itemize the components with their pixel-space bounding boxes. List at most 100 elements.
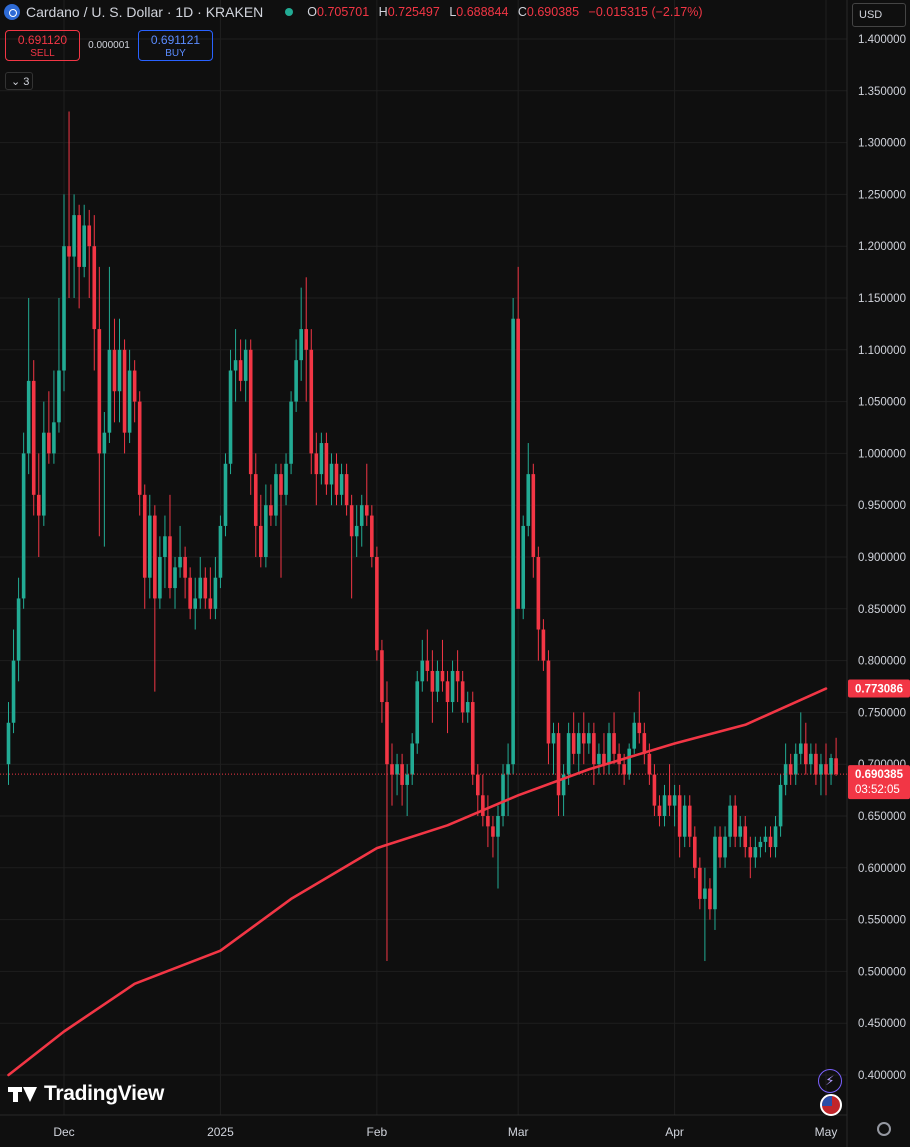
price-tick-label: 0.550000 [858, 915, 906, 927]
sell-button[interactable]: 0.691120 SELL [5, 30, 80, 61]
time-tick-label: Apr [665, 1125, 684, 1139]
candle-body [203, 577, 208, 599]
candle-body [264, 505, 268, 557]
candle-body [592, 733, 596, 765]
candle-body [672, 795, 677, 806]
candle-body [223, 463, 228, 526]
time-tick-label: May [815, 1125, 838, 1139]
candle-body [763, 836, 768, 842]
candle-body [526, 474, 531, 526]
candle-body [718, 836, 722, 858]
candle-body [284, 463, 288, 495]
candle-body [435, 670, 440, 692]
symbol-title[interactable]: Cardano / U. S. Dollar · 1D · KRAKEN [26, 4, 264, 20]
candle-body [415, 681, 420, 744]
candle-body [52, 422, 56, 454]
candle-body [344, 474, 349, 506]
candle-body [501, 774, 505, 816]
indicators-toggle[interactable]: ⌄ 3 [5, 72, 33, 90]
candle-body [62, 246, 66, 371]
candle-body [299, 329, 303, 361]
candle-body [57, 370, 61, 423]
candle-body [622, 764, 626, 775]
candle-body [102, 432, 107, 454]
candle-body [339, 474, 344, 495]
price-tick-label: 1.150000 [858, 293, 906, 305]
spark-icon[interactable]: ⚡ [818, 1069, 842, 1093]
candle-body [460, 681, 465, 713]
candle-body [793, 753, 798, 775]
candle-body [42, 432, 46, 516]
candle-body [122, 349, 127, 433]
candle-body [642, 733, 647, 754]
us-flag-icon[interactable] [820, 1094, 842, 1116]
tradingview-logo[interactable]: TradingView [8, 1082, 164, 1106]
candle-body [667, 795, 672, 806]
candle-body [233, 360, 238, 371]
currency-selector[interactable]: USD [852, 3, 906, 27]
candle-body [546, 660, 551, 744]
candle-body [243, 349, 248, 381]
candle-body [602, 753, 606, 765]
candle-body [274, 474, 278, 516]
candle-body [107, 349, 112, 433]
candle-body [662, 795, 667, 816]
candle-body [652, 774, 657, 806]
candle-body [163, 536, 167, 557]
candle-body [31, 380, 36, 495]
candle-body [682, 805, 687, 837]
candle-body [67, 246, 71, 257]
candle-body [481, 795, 485, 816]
price-tick-label: 0.650000 [858, 811, 906, 823]
candle-body [208, 598, 213, 609]
candle-body [834, 758, 838, 775]
ma-price-label-bg [848, 679, 910, 698]
price-tick-label: 1.000000 [858, 448, 906, 460]
market-status-dot-icon [285, 8, 294, 16]
candle-body [309, 349, 314, 454]
candle-body [375, 557, 379, 651]
bar-countdown-label: 03:52:05 [855, 784, 900, 796]
candle-body [390, 764, 394, 775]
candle-body [334, 463, 339, 495]
candle-body [627, 748, 631, 775]
candle-body [612, 733, 616, 754]
candle-body [753, 847, 758, 858]
settings-icon[interactable] [877, 1122, 891, 1136]
candle-body [440, 670, 445, 682]
candle-body [97, 329, 102, 454]
candle-body [324, 443, 329, 485]
candle-body [632, 722, 637, 749]
cardano-logo-icon [4, 4, 20, 20]
candle-body [117, 349, 122, 392]
candle-body [476, 774, 480, 796]
candle-body [269, 505, 273, 516]
candle-body [455, 670, 460, 682]
buy-button[interactable]: 0.691121 BUY [138, 30, 213, 61]
candle-body [647, 753, 652, 775]
candle-body [516, 318, 520, 609]
candle-body [657, 805, 662, 816]
candle-body [713, 836, 717, 910]
candle-body [329, 463, 334, 485]
price-tick-label: 1.400000 [858, 34, 906, 46]
candle-body [218, 525, 223, 578]
last-price-label-bg [848, 765, 910, 800]
candle-body [72, 215, 76, 257]
price-tick-label: 1.350000 [858, 86, 906, 98]
candle-body [637, 722, 642, 734]
candle-body [294, 360, 298, 402]
candle-body [465, 702, 470, 713]
candle-body [607, 733, 611, 765]
candle-body [279, 474, 283, 495]
price-tick-label: 0.500000 [858, 966, 906, 978]
candle-body [349, 505, 354, 537]
candle-body [11, 660, 16, 723]
candle-body [168, 536, 172, 589]
candle-body [158, 557, 162, 599]
candle-body [173, 567, 177, 589]
ohlc-readout: O0.705701 H0.725497 L0.688844 C0.690385 … [307, 5, 703, 19]
candle-body [581, 733, 586, 744]
candle-body [248, 349, 253, 475]
